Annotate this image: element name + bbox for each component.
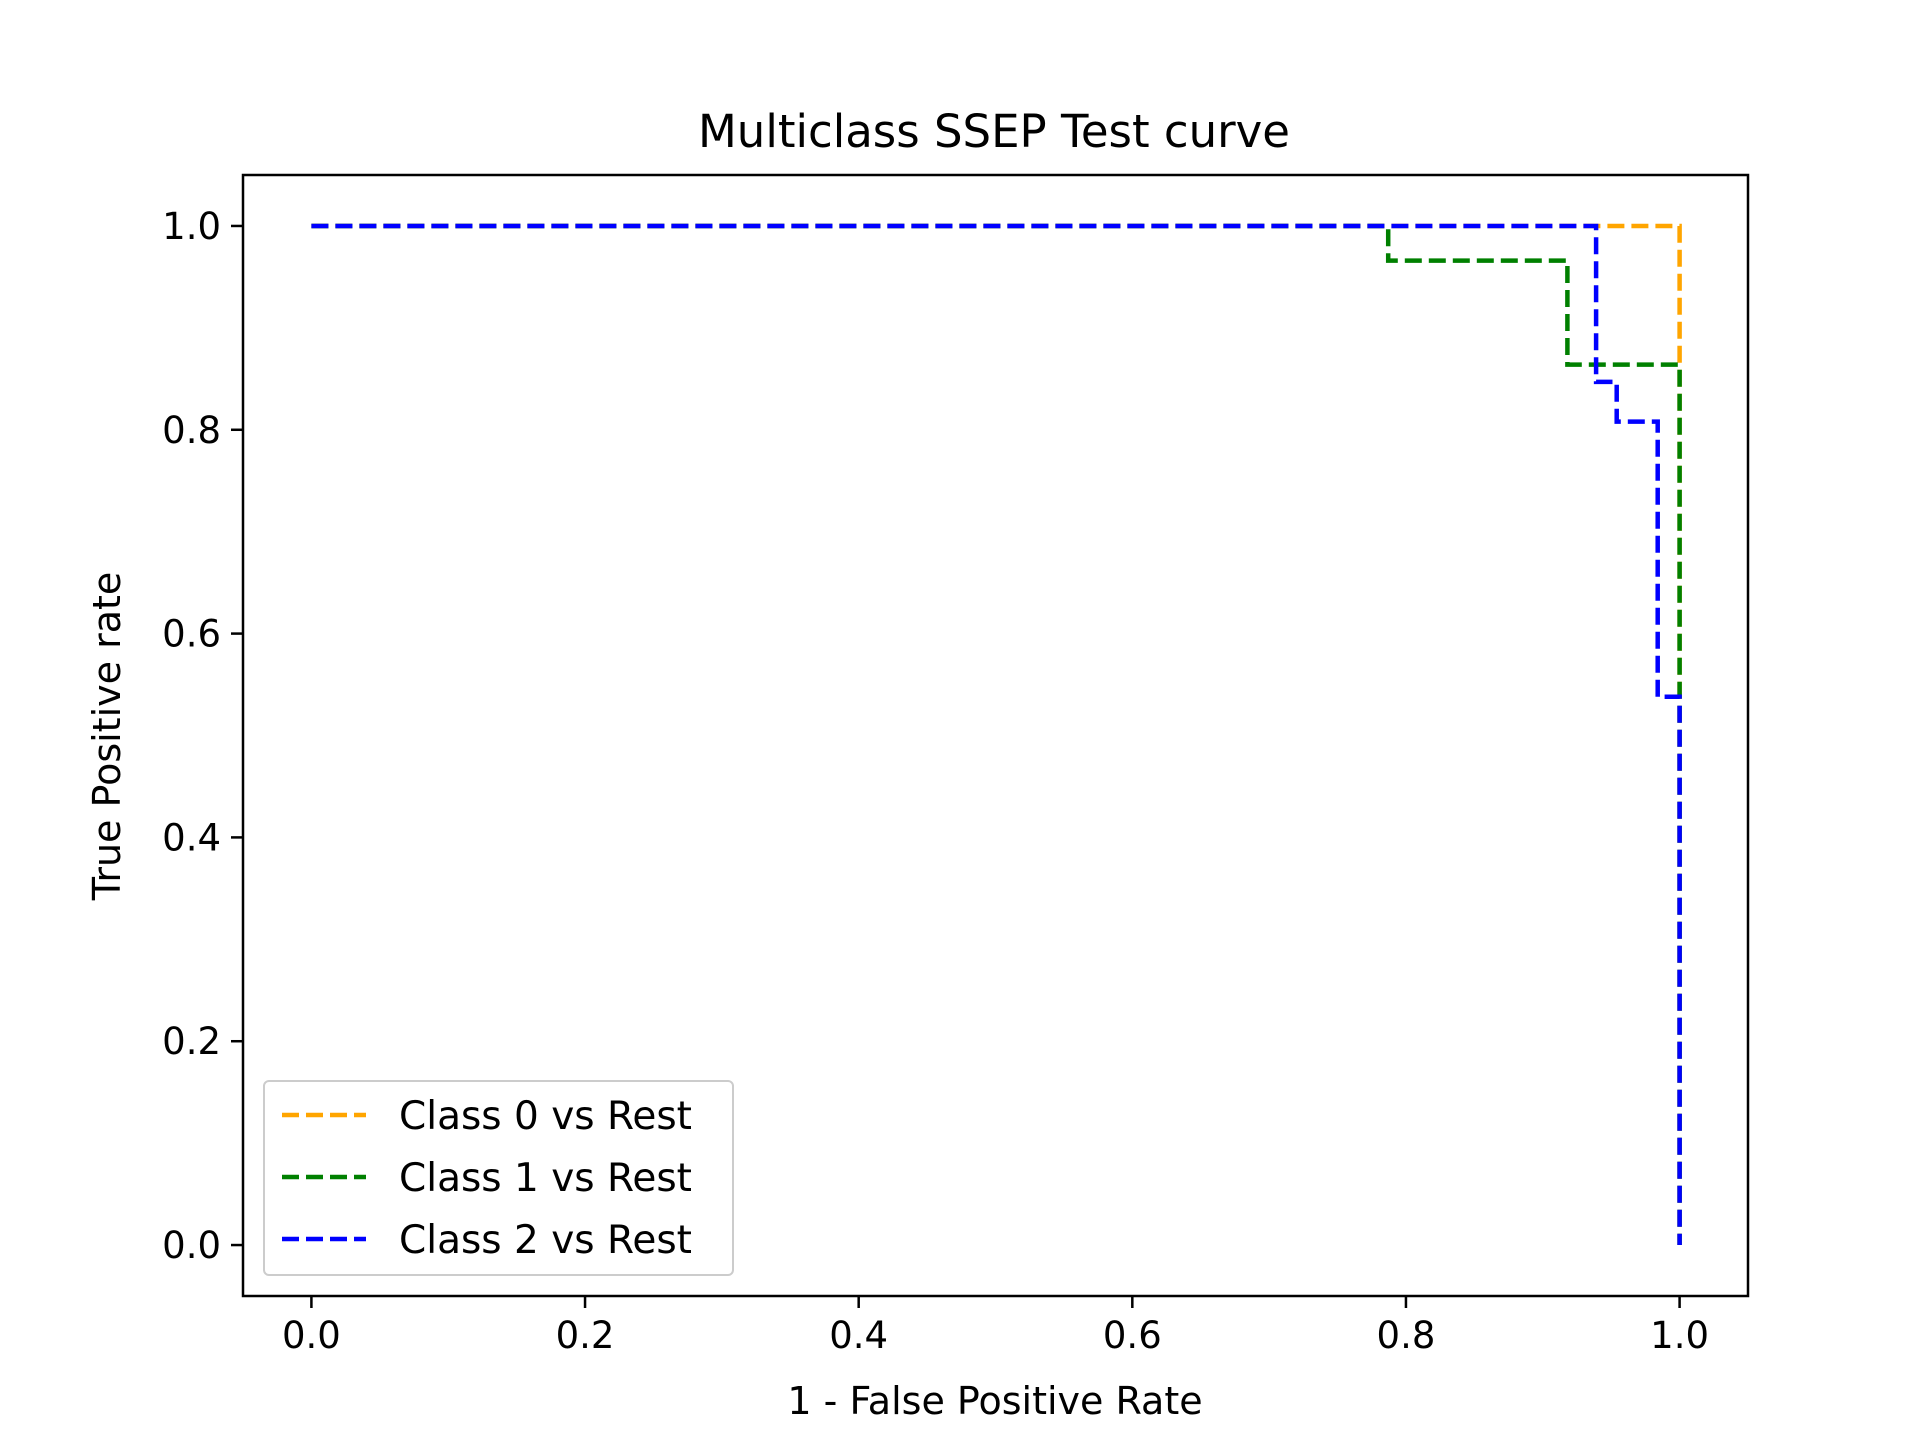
- x-tick-label: 0.8: [1377, 1314, 1436, 1357]
- x-axis-label: 1 - False Positive Rate: [787, 1379, 1202, 1423]
- x-tick-label: 0.2: [556, 1314, 615, 1357]
- y-tick-label: 0.0: [162, 1224, 221, 1267]
- legend-label: Class 1 vs Rest: [399, 1156, 692, 1201]
- plot-frame: [241, 173, 1750, 1298]
- y-axis-label: True Positive rate: [85, 572, 129, 902]
- y-tick-label: 0.6: [162, 613, 221, 656]
- legend-box: [263, 1080, 734, 1276]
- legend-label: Class 0 vs Rest: [399, 1094, 692, 1139]
- x-tick-label: 0.0: [282, 1314, 341, 1357]
- series-line: [311, 223, 1682, 1245]
- legend-label: Class 2 vs Rest: [399, 1218, 692, 1263]
- x-tick-label: 1.0: [1650, 1314, 1709, 1357]
- chart-title: Multiclass SSEP Test curve: [698, 105, 1290, 158]
- x-tick-label: 0.4: [829, 1314, 888, 1357]
- x-tick-label: 0.6: [1103, 1314, 1162, 1357]
- y-tick-label: 0.4: [162, 816, 221, 859]
- plot-area: [311, 223, 1682, 1245]
- y-tick-label: 1.0: [162, 205, 221, 248]
- y-tick-label: 0.2: [162, 1020, 221, 1063]
- series-line: [311, 223, 1682, 1245]
- axis-ticks: 0.0 0.2 0.4 0.6 0.8 1.0 0.0 0.2 0.4 0.6 0.8 1.0: [162, 205, 1709, 1357]
- y-tick-label: 0.8: [162, 409, 221, 452]
- legend: Class 0 vs Rest Class 1 vs Rest Class 2 vs…: [263, 1080, 734, 1276]
